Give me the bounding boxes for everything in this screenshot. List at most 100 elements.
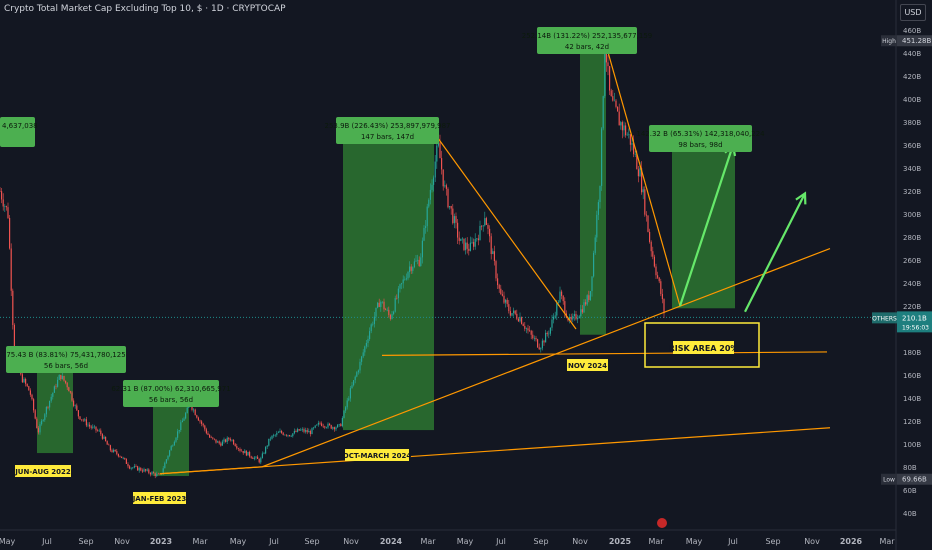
measure-label-bars: 98 bars, 98d xyxy=(678,141,722,149)
candle xyxy=(453,216,455,224)
candle xyxy=(185,413,187,419)
candle xyxy=(122,457,124,459)
candle xyxy=(409,266,411,272)
candle xyxy=(426,206,428,227)
candle xyxy=(468,248,470,251)
candle xyxy=(324,426,326,428)
candle xyxy=(105,436,107,442)
candle xyxy=(482,225,484,227)
candle xyxy=(612,96,614,101)
candle xyxy=(354,376,356,381)
y-tick-label: 460B xyxy=(903,27,921,35)
candle xyxy=(529,330,531,332)
candle xyxy=(170,446,172,451)
candle xyxy=(313,427,315,429)
candle xyxy=(433,177,435,185)
measure-box xyxy=(153,404,189,477)
candle xyxy=(533,337,535,339)
candle xyxy=(223,439,225,442)
candle xyxy=(130,467,132,469)
measure-label-value: 62.31 B (87.00%) 62,310,665,971 xyxy=(111,385,230,393)
candle xyxy=(429,189,431,200)
candle xyxy=(546,332,548,334)
candle xyxy=(33,399,35,411)
candle xyxy=(554,315,556,317)
candle xyxy=(79,416,81,420)
candle xyxy=(607,62,609,67)
candle xyxy=(458,237,460,241)
candle xyxy=(444,185,446,187)
candle xyxy=(636,154,638,170)
candle xyxy=(572,315,574,320)
measure-label-bars: 56 bars, 56d xyxy=(44,362,88,370)
x-tick-label: 2025 xyxy=(609,537,632,546)
candle xyxy=(492,251,494,254)
candle xyxy=(295,430,297,432)
candle xyxy=(306,430,308,433)
candle xyxy=(281,430,283,433)
candle xyxy=(117,453,119,457)
candle xyxy=(71,392,73,401)
candle xyxy=(180,422,182,431)
candle xyxy=(157,473,159,475)
candle xyxy=(391,314,393,319)
y-tick-label: 340B xyxy=(903,165,921,173)
candle xyxy=(329,423,331,426)
measure-label-partial: 4,637,038 xyxy=(2,122,38,130)
candle xyxy=(2,199,4,207)
y-tick-label: 220B xyxy=(903,303,921,311)
candle xyxy=(164,462,166,469)
candle xyxy=(418,259,420,267)
candle xyxy=(417,259,419,261)
candle xyxy=(287,435,289,436)
trend-line xyxy=(159,427,831,475)
candle xyxy=(178,430,180,432)
candle xyxy=(660,281,662,295)
measure-label-bg xyxy=(649,125,752,152)
candle xyxy=(47,406,49,408)
candle xyxy=(257,456,259,459)
currency-button[interactable]: USD xyxy=(900,4,926,21)
candle xyxy=(207,433,209,435)
candle xyxy=(276,433,278,435)
candle xyxy=(516,313,518,319)
candle xyxy=(297,429,299,432)
candle xyxy=(372,323,374,325)
x-tick-label: 2023 xyxy=(150,537,172,546)
low-value: 69.66B xyxy=(902,476,927,484)
candle xyxy=(209,434,211,438)
high-tag-bg xyxy=(881,35,897,47)
candle xyxy=(639,168,641,177)
candle xyxy=(545,332,547,343)
candle xyxy=(28,386,30,391)
candle xyxy=(393,311,395,315)
candle xyxy=(345,407,347,411)
period-label: JUN-AUG 2022 xyxy=(14,468,71,476)
candle xyxy=(60,374,62,380)
candle xyxy=(125,459,127,464)
candle xyxy=(132,467,134,469)
candle xyxy=(556,302,558,316)
candle xyxy=(141,470,143,472)
candle xyxy=(527,328,529,331)
event-marker-icon xyxy=(657,518,667,528)
candle xyxy=(597,202,599,215)
candle xyxy=(263,453,265,455)
candle xyxy=(217,441,219,443)
y-tick-label: 420B xyxy=(903,73,921,81)
candle xyxy=(258,458,260,463)
x-tick-label: Mar xyxy=(192,537,208,546)
countdown: 19:56:03 xyxy=(902,324,929,331)
candle xyxy=(53,386,55,393)
candle xyxy=(111,450,113,452)
candle xyxy=(569,316,571,321)
candle xyxy=(303,429,305,432)
x-tick-label: Nov xyxy=(804,537,820,546)
candle xyxy=(449,206,451,208)
candle xyxy=(114,449,116,452)
candle xyxy=(428,199,430,207)
candle xyxy=(127,463,129,467)
candle xyxy=(29,390,31,395)
